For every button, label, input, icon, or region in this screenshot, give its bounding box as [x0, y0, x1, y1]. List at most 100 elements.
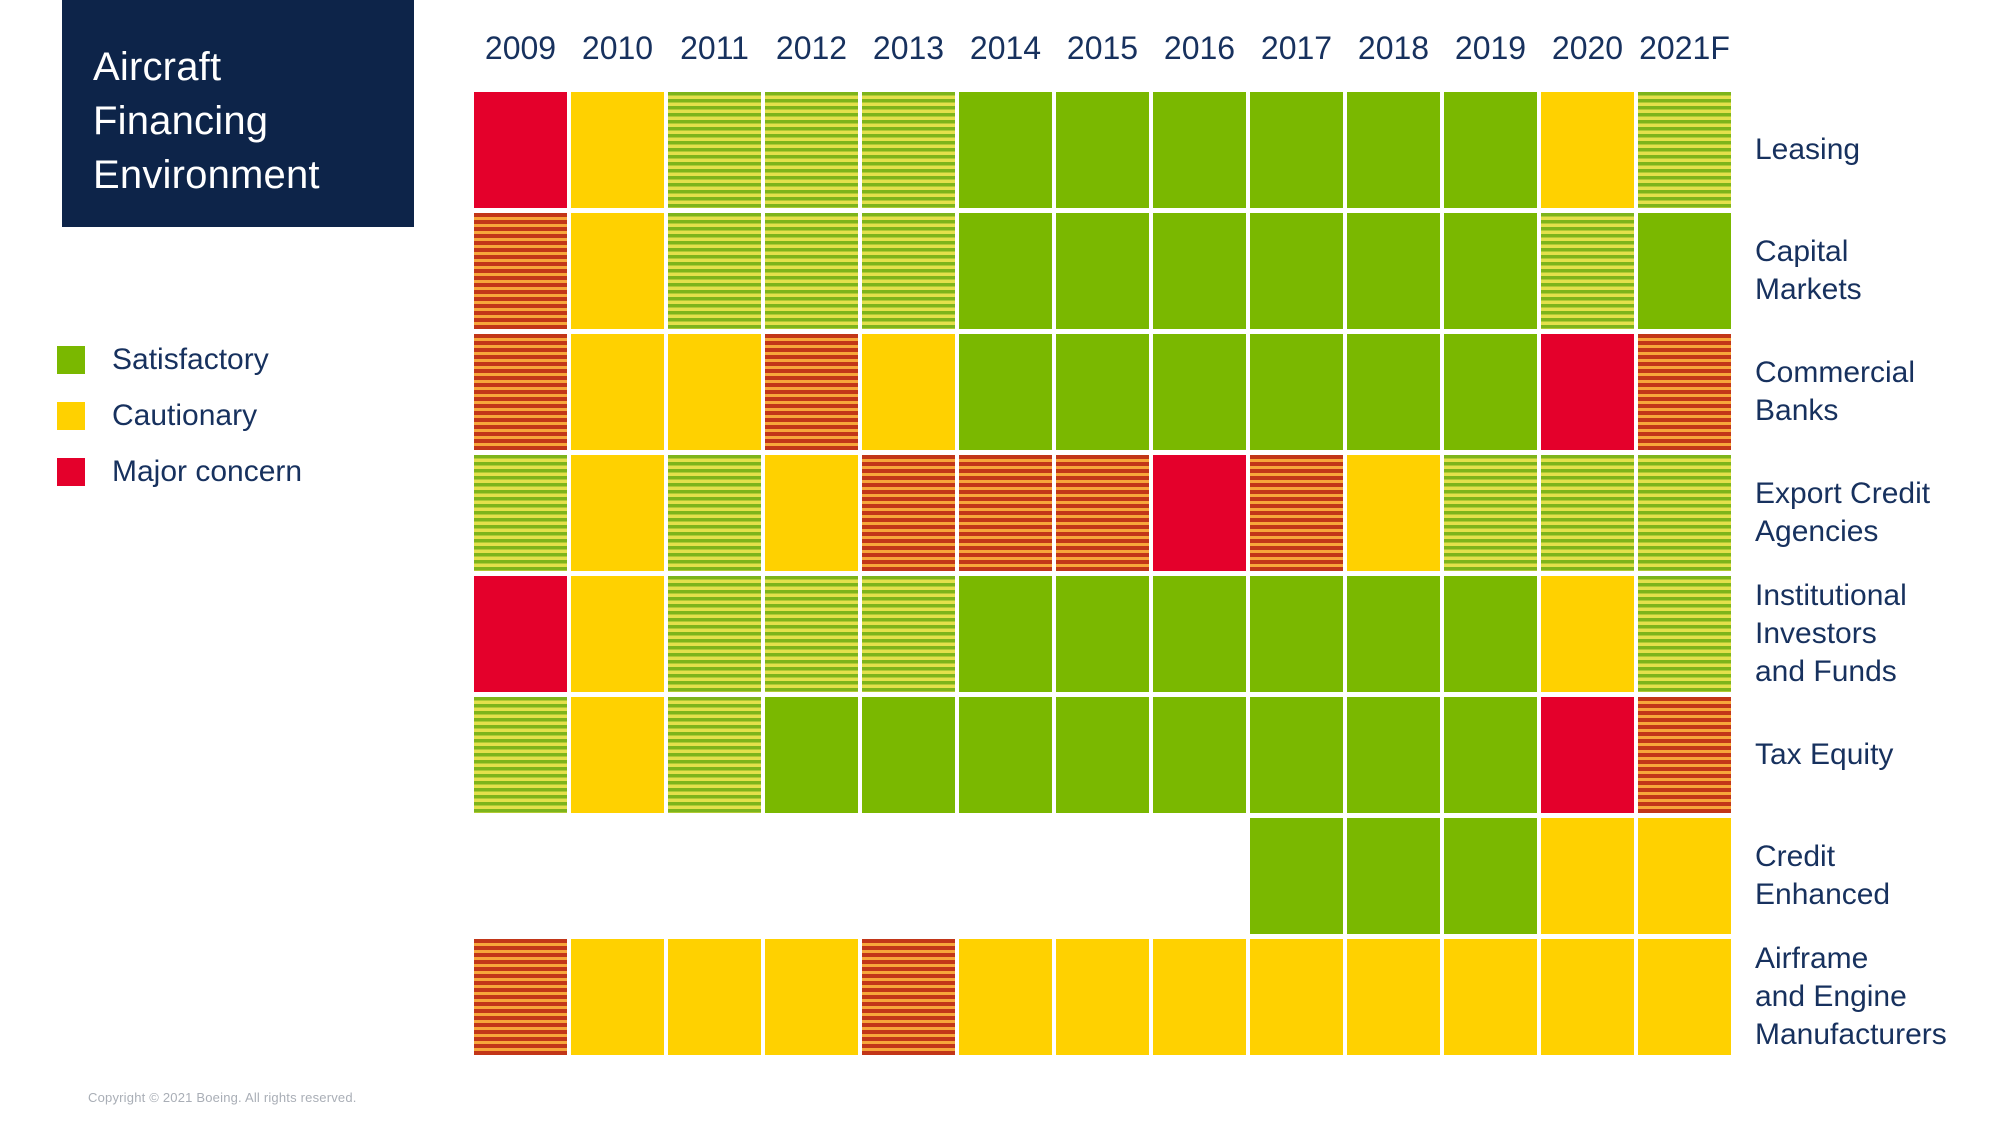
cell-credit-enhanced-2017: [1250, 818, 1343, 934]
cell-commercial-banks-2014: [959, 334, 1052, 450]
cell-capital-markets-2013: [862, 213, 955, 329]
row-label-capital-markets: Capital Markets: [1755, 235, 1862, 306]
major-concern-swatch-icon: [57, 458, 85, 486]
year-label-2009: 2009: [484, 30, 557, 66]
cell-capital-markets-2015: [1056, 213, 1149, 329]
year-label-2011: 2011: [680, 30, 749, 66]
cell-tax-equity-2015: [1056, 697, 1149, 813]
cell-export-credit-agencies-2017: [1250, 455, 1343, 571]
cell-commercial-banks-2017: [1250, 334, 1343, 450]
cell-institutional-investors-and-funds-2013: [862, 576, 955, 692]
year-label-2016: 2016: [1163, 30, 1236, 66]
title-box: Aircraft Financing Environment: [62, 0, 414, 227]
cell-leasing-2014: [959, 92, 1052, 208]
cell-airframe-and-engine-manufacturers-2021f: [1638, 939, 1731, 1055]
cell-capital-markets-2020: [1541, 213, 1634, 329]
cell-airframe-and-engine-manufacturers-2015: [1056, 939, 1149, 1055]
copyright-text: Copyright © 2021 Boeing. All rights rese…: [88, 1090, 357, 1105]
cell-institutional-investors-and-funds-2017: [1250, 576, 1343, 692]
page-title: Aircraft Financing Environment: [93, 45, 320, 197]
cell-export-credit-agencies-2010: [571, 455, 664, 571]
cell-capital-markets-2010: [571, 213, 664, 329]
cell-airframe-and-engine-manufacturers-2017: [1250, 939, 1343, 1055]
cell-leasing-2019: [1444, 92, 1537, 208]
year-label-2013: 2013: [872, 30, 945, 66]
cell-leasing-2009: [474, 92, 567, 208]
cell-credit-enhanced-2013: [862, 818, 955, 934]
year-label-2017: 2017: [1260, 30, 1333, 66]
cell-commercial-banks-2020: [1541, 334, 1634, 450]
cell-export-credit-agencies-2021f: [1638, 455, 1731, 571]
row-label-airframe-and-engine-manufacturers: Airframe and Engine Manufacturers: [1755, 942, 1947, 1051]
year-label-2021f: 2021F: [1639, 30, 1730, 66]
cell-capital-markets-2017: [1250, 213, 1343, 329]
cell-export-credit-agencies-2012: [765, 455, 858, 571]
cell-credit-enhanced-2020: [1541, 818, 1634, 934]
cell-tax-equity-2014: [959, 697, 1052, 813]
cell-export-credit-agencies-2020: [1541, 455, 1634, 571]
cell-export-credit-agencies-2018: [1347, 455, 1440, 571]
cell-leasing-2021f: [1638, 92, 1731, 208]
cell-tax-equity-2017: [1250, 697, 1343, 813]
cell-commercial-banks-2019: [1444, 334, 1537, 450]
cell-institutional-investors-and-funds-2018: [1347, 576, 1440, 692]
cell-credit-enhanced-2018: [1347, 818, 1440, 934]
cell-commercial-banks-2013: [862, 334, 955, 450]
cell-leasing-2010: [571, 92, 664, 208]
cell-credit-enhanced-2016: [1153, 818, 1246, 934]
cell-airframe-and-engine-manufacturers-2012: [765, 939, 858, 1055]
legend-label: Cautionary: [112, 399, 258, 432]
cell-airframe-and-engine-manufacturers-2014: [959, 939, 1052, 1055]
cell-tax-equity-2010: [571, 697, 664, 813]
cell-commercial-banks-2016: [1153, 334, 1246, 450]
cell-tax-equity-2012: [765, 697, 858, 813]
cell-commercial-banks-2018: [1347, 334, 1440, 450]
cell-credit-enhanced-2012: [765, 818, 858, 934]
cell-export-credit-agencies-2015: [1056, 455, 1149, 571]
cell-credit-enhanced-2021f: [1638, 818, 1731, 934]
cell-export-credit-agencies-2019: [1444, 455, 1537, 571]
cell-export-credit-agencies-2009: [474, 455, 567, 571]
cell-tax-equity-2020: [1541, 697, 1634, 813]
cell-commercial-banks-2010: [571, 334, 664, 450]
cell-airframe-and-engine-manufacturers-2016: [1153, 939, 1246, 1055]
cell-airframe-and-engine-manufacturers-2019: [1444, 939, 1537, 1055]
cell-leasing-2015: [1056, 92, 1149, 208]
cell-leasing-2016: [1153, 92, 1246, 208]
cell-capital-markets-2011: [668, 213, 761, 329]
cell-leasing-2017: [1250, 92, 1343, 208]
cell-airframe-and-engine-manufacturers-2009: [474, 939, 567, 1055]
year-label-2010: 2010: [581, 30, 654, 66]
cell-capital-markets-2016: [1153, 213, 1246, 329]
cell-credit-enhanced-2009: [474, 818, 567, 934]
cell-institutional-investors-and-funds-2009: [474, 576, 567, 692]
cell-credit-enhanced-2010: [571, 818, 664, 934]
cell-airframe-and-engine-manufacturers-2020: [1541, 939, 1634, 1055]
cell-leasing-2013: [862, 92, 955, 208]
cell-tax-equity-2016: [1153, 697, 1246, 813]
cell-tax-equity-2019: [1444, 697, 1537, 813]
cell-capital-markets-2012: [765, 213, 858, 329]
row-label-credit-enhanced: Credit Enhanced: [1755, 840, 1891, 911]
year-label-2020: 2020: [1551, 30, 1624, 66]
cell-commercial-banks-2021f: [1638, 334, 1731, 450]
legend-item-cautionary: Cautionary: [57, 399, 302, 432]
year-header-row: 2009 2010 2011 2012 2013 2014 2015 2016 2017 2018…: [474, 28, 1731, 68]
cell-institutional-investors-and-funds-2016: [1153, 576, 1246, 692]
cell-credit-enhanced-2019: [1444, 818, 1537, 934]
year-label-2012: 2012: [775, 30, 848, 66]
year-label-2019: 2019: [1454, 30, 1527, 66]
cell-tax-equity-2013: [862, 697, 955, 813]
cell-commercial-banks-2012: [765, 334, 858, 450]
row-label-leasing: Leasing: [1755, 133, 1861, 166]
cell-institutional-investors-and-funds-2021f: [1638, 576, 1731, 692]
row-label-institutional-investors-and-funds: Institutional Investors and Funds: [1755, 579, 1907, 688]
cell-credit-enhanced-2015: [1056, 818, 1149, 934]
legend-label: Major concern: [112, 455, 303, 488]
cell-tax-equity-2011: [668, 697, 761, 813]
year-label-2015: 2015: [1066, 30, 1139, 66]
cell-airframe-and-engine-manufacturers-2018: [1347, 939, 1440, 1055]
cell-commercial-banks-2009: [474, 334, 567, 450]
cell-tax-equity-2009: [474, 697, 567, 813]
cell-capital-markets-2018: [1347, 213, 1440, 329]
